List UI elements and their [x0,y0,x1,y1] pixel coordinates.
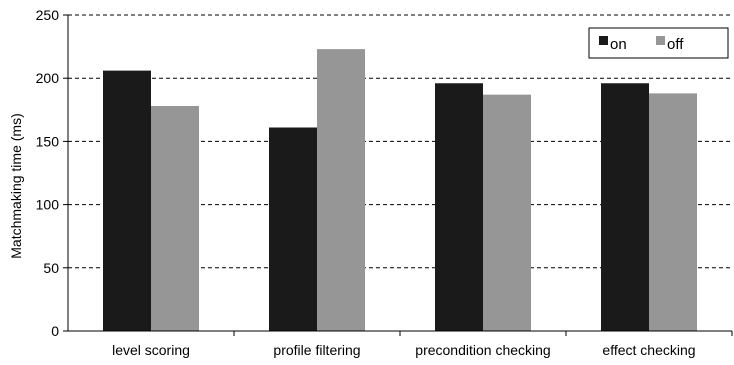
bar-off [317,49,365,332]
x-tick-label: precondition checking [415,342,550,358]
x-tick-label: profile filtering [273,342,360,358]
legend-swatch-on [599,36,608,45]
bars [103,49,697,332]
bar-off [151,106,199,332]
axes [63,14,733,336]
legend-swatch-off [656,36,665,45]
y-tick-labels: 0 50 100 150 200 250 [36,7,60,339]
y-tick-label: 150 [36,133,60,149]
legend-label-on: on [610,36,627,53]
legend: on off [588,27,729,59]
bar-off [649,93,697,331]
y-tick-label: 50 [43,260,59,276]
legend-label-off: off [667,36,684,53]
x-tick-label: effect checking [602,342,695,358]
bar-on [103,70,151,331]
bar-on [269,127,317,331]
y-tick-label: 200 [36,70,60,86]
bar-on [435,83,483,331]
bar-off [483,94,531,331]
y-axis-label: Matchmaking time (ms) [8,113,24,258]
x-tick-labels: level scoring profile filtering preconditi… [112,342,695,358]
x-tick-label: level scoring [112,342,190,358]
y-tick-label: 250 [36,7,60,23]
y-tick-label: 100 [36,197,60,213]
bar-on [601,83,649,331]
y-tick-label: 0 [51,323,59,339]
